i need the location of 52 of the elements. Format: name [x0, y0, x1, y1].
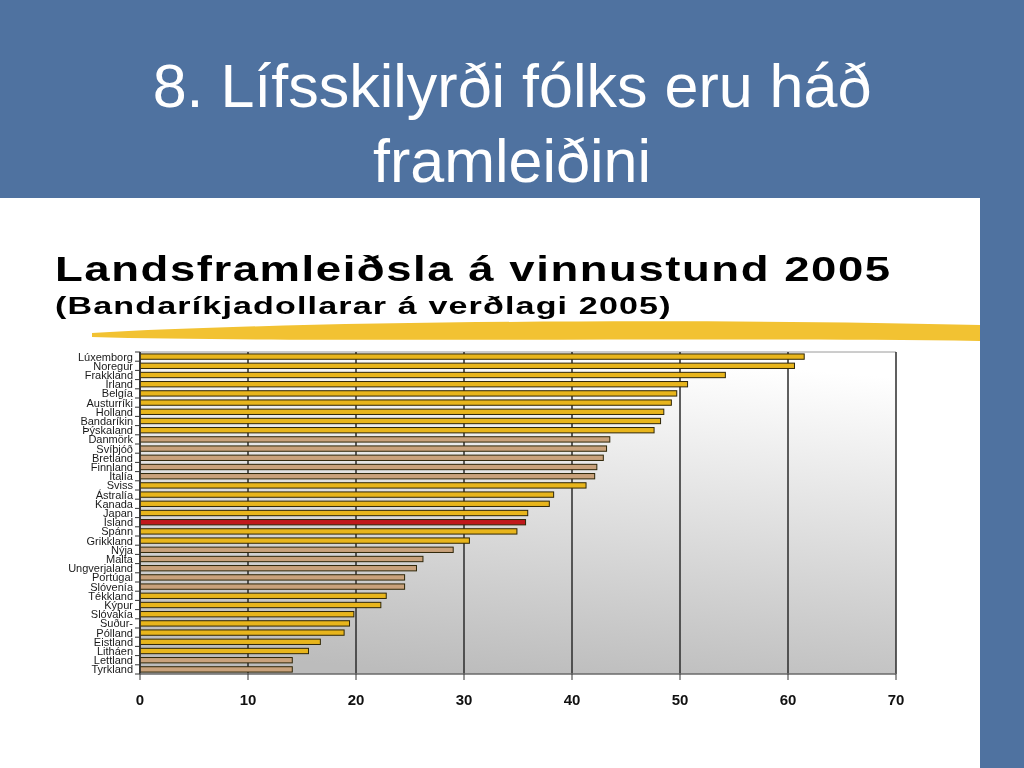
- text: 8. Lífsskilyrði fólks eru háð framleiðini: [152, 52, 872, 195]
- bar: [139, 657, 293, 664]
- bar: [139, 482, 587, 489]
- y-tick-label: Tékkland: [88, 589, 133, 602]
- y-tick-label: Ungverjaland: [68, 562, 133, 575]
- bar: [139, 408, 665, 415]
- bar: [139, 574, 406, 581]
- bar: [139, 537, 470, 544]
- bar: [139, 381, 689, 388]
- bar: [139, 399, 672, 406]
- x-tick-label: 10: [239, 691, 257, 708]
- bar: [139, 353, 805, 360]
- bar: [139, 463, 598, 471]
- bar: [139, 436, 611, 443]
- bar: [139, 362, 795, 369]
- bar: [139, 629, 345, 636]
- bar: [139, 555, 424, 563]
- bar: [139, 473, 596, 480]
- bar: [139, 509, 529, 517]
- x-tick-label: 0: [135, 691, 145, 708]
- bar: [139, 638, 321, 645]
- bar: [139, 371, 726, 379]
- bar: [139, 601, 382, 609]
- bar: [139, 666, 293, 673]
- bar: [139, 491, 555, 498]
- bar: [139, 583, 406, 590]
- bar: [139, 620, 351, 627]
- chart-subtitle: (Bandaríkjadollarar á verðlagi 2005): [55, 292, 672, 319]
- y-tick-label: Litháen: [96, 645, 133, 657]
- bar: [139, 427, 655, 434]
- bar: [139, 611, 355, 618]
- bar: [139, 519, 527, 526]
- bar: [139, 417, 662, 425]
- x-tick-label: 60: [779, 691, 797, 708]
- x-tick-label: 70: [887, 691, 905, 708]
- bar: [139, 546, 454, 553]
- bar: [139, 390, 678, 397]
- bar: [139, 445, 608, 452]
- bar: [139, 528, 518, 535]
- bar: [139, 647, 309, 655]
- bar: [139, 454, 604, 461]
- bar: [139, 565, 417, 572]
- x-tick-label: 20: [347, 691, 365, 708]
- y-tick-label: Þýskaland: [82, 424, 133, 437]
- y-tick-label: Bandaríkin: [80, 415, 133, 427]
- bar: [139, 592, 387, 599]
- x-tick-label: 30: [455, 691, 473, 708]
- bar: [139, 500, 550, 507]
- x-tick-label: 40: [563, 691, 581, 708]
- x-tick-label: 50: [671, 691, 689, 708]
- y-tick-label: Kýpur: [104, 599, 134, 611]
- chart-title: Landsframleiðsla á vinnustund 2005: [55, 249, 892, 289]
